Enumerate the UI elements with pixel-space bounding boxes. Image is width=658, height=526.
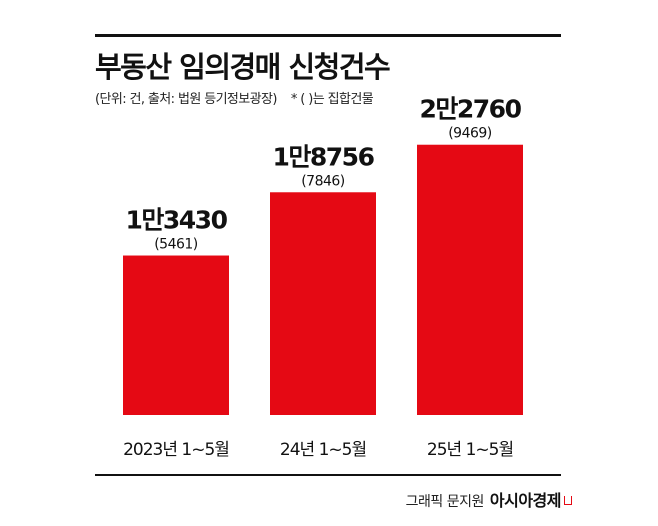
value-label-3: 2만2760 bbox=[420, 95, 522, 124]
graphic-credit: 그래픽 문지원 bbox=[405, 494, 485, 510]
sub-value-label-2: (7846) bbox=[301, 173, 345, 189]
title-rule bbox=[95, 34, 561, 37]
brand-name: 아시아경제 bbox=[489, 491, 562, 510]
value-label-2: 1만8756 bbox=[273, 142, 375, 171]
category-label-3: 25년 1~5월 bbox=[427, 440, 513, 460]
bar-3 bbox=[417, 144, 523, 415]
chart-title: 부동산 임의경매 신청건수 bbox=[95, 50, 391, 84]
sub-value-label-3: (9469) bbox=[448, 126, 492, 142]
category-label-2: 24년 1~5월 bbox=[280, 440, 366, 460]
sub-value-label-1: (5461) bbox=[154, 237, 198, 253]
paren-note: * ( )는 집합건물 bbox=[290, 92, 374, 107]
credit-line: 그래픽 문지원 아시아경제 bbox=[406, 487, 572, 511]
chart-subtitle: (단위: 건, 출처: 법원 등기정보광장) * ( )는 집합건물 bbox=[95, 88, 374, 107]
unit-note: (단위: 건, 출처: 법원 등기정보광장) bbox=[95, 92, 277, 107]
bar-2 bbox=[270, 192, 376, 415]
brand-logo-icon bbox=[564, 496, 572, 505]
bar-1 bbox=[123, 255, 229, 415]
value-label-1: 1만3430 bbox=[126, 206, 228, 235]
category-label-1: 2023년 1~5월 bbox=[123, 440, 229, 460]
